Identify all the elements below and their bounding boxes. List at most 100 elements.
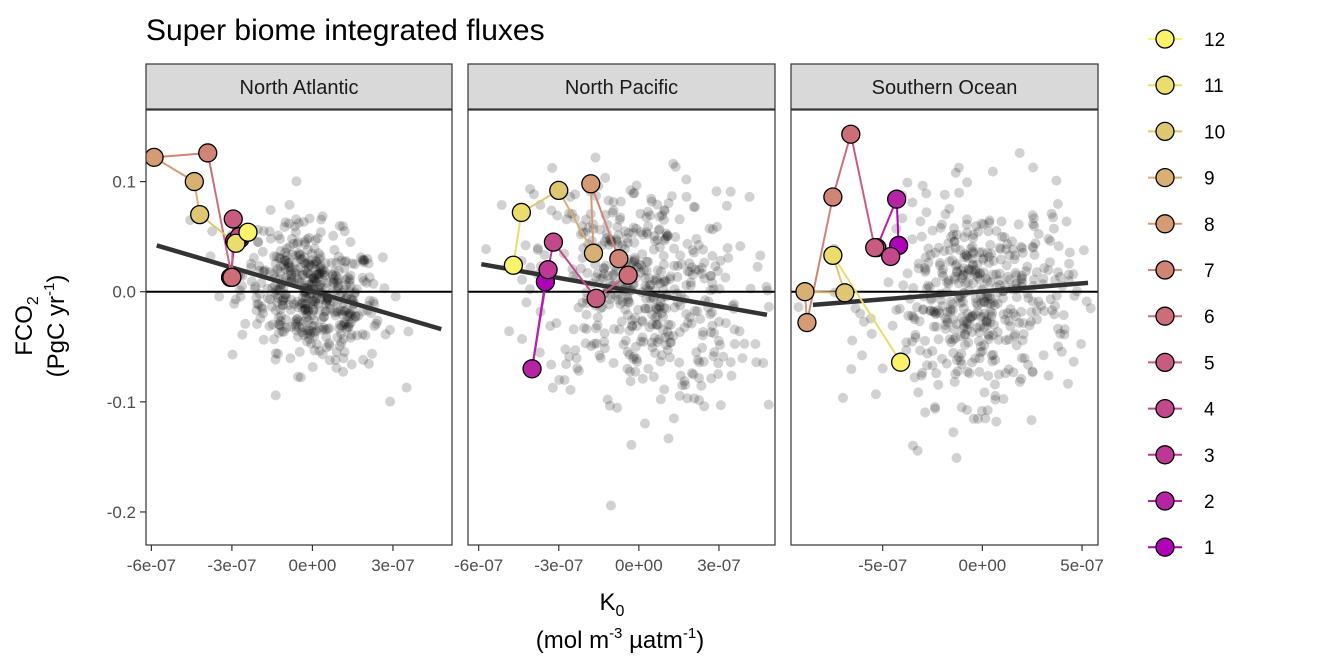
background-point xyxy=(309,345,320,356)
background-point xyxy=(561,359,572,370)
background-point xyxy=(984,331,995,342)
background-point xyxy=(974,247,985,258)
background-point xyxy=(295,254,306,265)
background-point xyxy=(266,301,277,312)
background-point xyxy=(915,345,926,356)
background-point xyxy=(1051,175,1062,186)
background-point xyxy=(976,312,987,322)
background-point xyxy=(254,261,265,271)
background-point xyxy=(360,330,371,341)
background-point xyxy=(917,367,928,378)
background-point xyxy=(1024,320,1035,331)
background-point xyxy=(283,299,294,310)
background-point xyxy=(307,321,318,332)
background-point xyxy=(975,274,986,285)
background-point xyxy=(1027,241,1038,252)
background-point xyxy=(686,368,697,379)
background-point xyxy=(627,321,637,332)
background-point xyxy=(1068,269,1079,280)
background-point xyxy=(607,207,618,218)
legend-item-1: 1 xyxy=(1148,537,1215,559)
background-point xyxy=(912,445,923,456)
background-point xyxy=(985,277,996,288)
background-point xyxy=(681,309,692,319)
background-point xyxy=(581,309,592,320)
monthly-path-segment xyxy=(206,152,233,278)
background-point xyxy=(324,355,335,366)
background-point xyxy=(291,214,302,225)
background-point xyxy=(629,188,640,199)
background-point xyxy=(285,353,296,364)
background-point xyxy=(948,427,959,438)
background-point xyxy=(308,276,319,287)
background-point xyxy=(1016,241,1026,252)
background-point xyxy=(363,358,374,369)
background-point xyxy=(328,277,338,288)
background-point xyxy=(346,309,357,320)
background-point xyxy=(752,261,763,272)
background-point xyxy=(332,277,343,288)
background-point xyxy=(969,269,980,280)
background-point xyxy=(585,209,596,219)
background-point xyxy=(280,247,291,258)
background-point xyxy=(331,347,342,358)
background-point xyxy=(622,346,633,357)
background-point xyxy=(589,338,600,349)
background-point xyxy=(255,313,266,324)
background-point xyxy=(956,359,967,370)
background-point xyxy=(618,339,629,350)
background-point xyxy=(315,266,326,277)
background-point xyxy=(952,267,962,278)
background-point xyxy=(931,308,942,318)
background-point xyxy=(925,305,936,316)
background-point xyxy=(1039,306,1050,317)
background-point xyxy=(949,324,960,335)
background-point xyxy=(273,319,284,330)
background-point xyxy=(321,342,332,353)
x-tick-label: 5e-07 xyxy=(1060,556,1103,575)
background-point xyxy=(298,269,309,280)
background-point xyxy=(661,228,672,239)
background-point xyxy=(227,349,238,360)
background-point xyxy=(933,334,944,345)
background-point xyxy=(951,229,962,240)
x-axis-title-main: K0 xyxy=(600,589,625,620)
background-point xyxy=(310,326,321,337)
background-point xyxy=(1009,331,1020,342)
background-point xyxy=(1005,304,1016,315)
background-point xyxy=(617,296,628,307)
background-point xyxy=(968,229,979,240)
background-point xyxy=(336,337,347,348)
background-point xyxy=(951,453,962,463)
background-point xyxy=(230,294,241,305)
background-point xyxy=(654,242,665,253)
background-point xyxy=(300,258,311,269)
monthly-point-12 xyxy=(238,222,258,242)
background-point xyxy=(315,282,326,293)
background-point xyxy=(264,321,275,332)
background-point xyxy=(358,276,369,286)
background-point xyxy=(685,277,696,288)
background-point xyxy=(564,208,575,219)
background-point xyxy=(285,262,296,273)
background-point xyxy=(645,210,656,221)
background-point xyxy=(946,337,957,348)
background-point xyxy=(613,230,624,241)
background-point xyxy=(928,321,939,332)
background-point xyxy=(1046,208,1057,219)
background-point xyxy=(707,251,718,261)
background-point xyxy=(1019,353,1030,364)
background-point xyxy=(948,229,959,240)
background-point xyxy=(681,280,692,291)
background-point xyxy=(1028,219,1038,230)
background-point xyxy=(270,348,281,359)
monthly-path-segment xyxy=(832,254,902,363)
background-point xyxy=(610,290,621,301)
monthly-point-7 xyxy=(198,143,218,163)
background-point xyxy=(273,230,284,241)
monthly-point-11 xyxy=(511,202,532,223)
background-point xyxy=(620,304,631,315)
background-point xyxy=(887,320,898,331)
background-point xyxy=(371,318,382,329)
background-point xyxy=(291,325,302,336)
